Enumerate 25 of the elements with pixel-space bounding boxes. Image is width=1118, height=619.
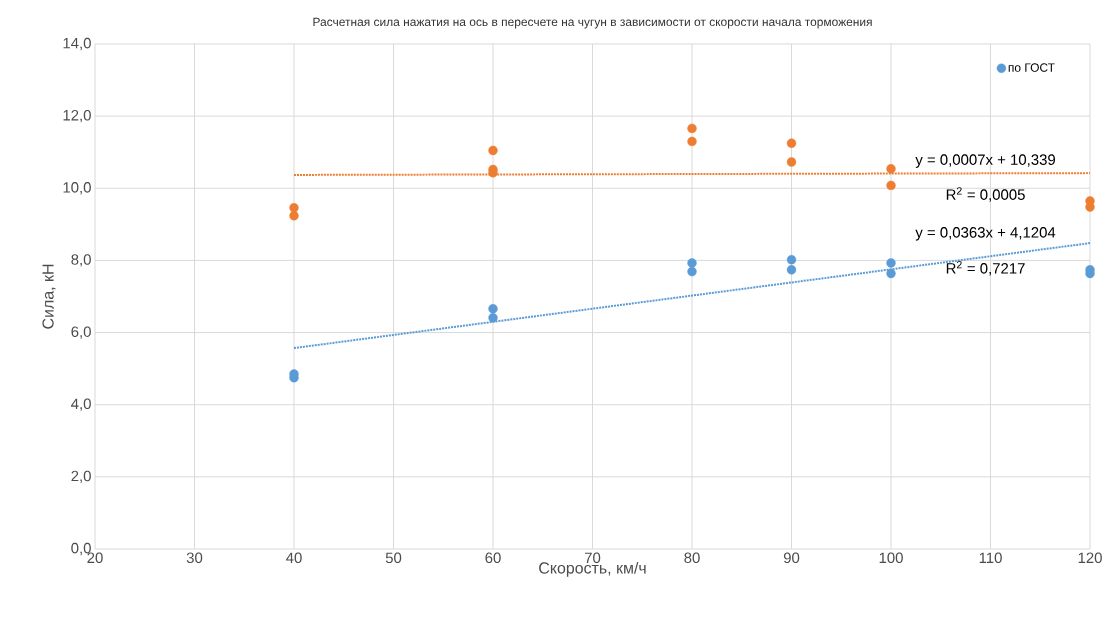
y-tick-label: 8,0 (71, 254, 91, 267)
x-axis-title: Скорость, км/ч (539, 561, 646, 577)
legend-label: по ГОСТ (1008, 63, 1055, 72)
y-tick-label: 10,0 (63, 182, 91, 195)
x-tick-label: 50 (385, 552, 402, 564)
annotation: R$^{2}$ = 0,0005 (946, 187, 1025, 202)
x-tick-label: 70 (584, 552, 601, 564)
y-tick-label: 14,0 (63, 37, 91, 51)
annotation: y = 0,0007x + 10,339 (915, 154, 1056, 168)
y-tick-label: 2,0 (71, 470, 91, 484)
x-tick-label: 40 (286, 552, 302, 564)
annotation: R$^{2}$ = 0,7217 (946, 261, 1025, 276)
x-tick-label: 120 (1078, 552, 1102, 564)
x-tick-label: 60 (485, 552, 501, 564)
y-axis-title: Сила, кН (42, 264, 56, 329)
x-tick-label: 30 (186, 552, 203, 564)
x-tick-label: 90 (783, 552, 800, 564)
x-tick-label: 110 (979, 552, 1002, 564)
x-tick-label: 80 (684, 552, 700, 564)
y-tick-label: 6,0 (71, 326, 91, 339)
annotation: y = 0,0363x + 4,1204 (915, 227, 1056, 241)
x-tick-label: 100 (879, 552, 903, 564)
y-tick-label: 12,0 (63, 109, 91, 123)
chart-title: Расчетная сила нажатия на ось в пересчете на чугун в зависимости от скорости начала торможения (313, 17, 872, 29)
y-tick-label: 4,0 (71, 398, 91, 411)
